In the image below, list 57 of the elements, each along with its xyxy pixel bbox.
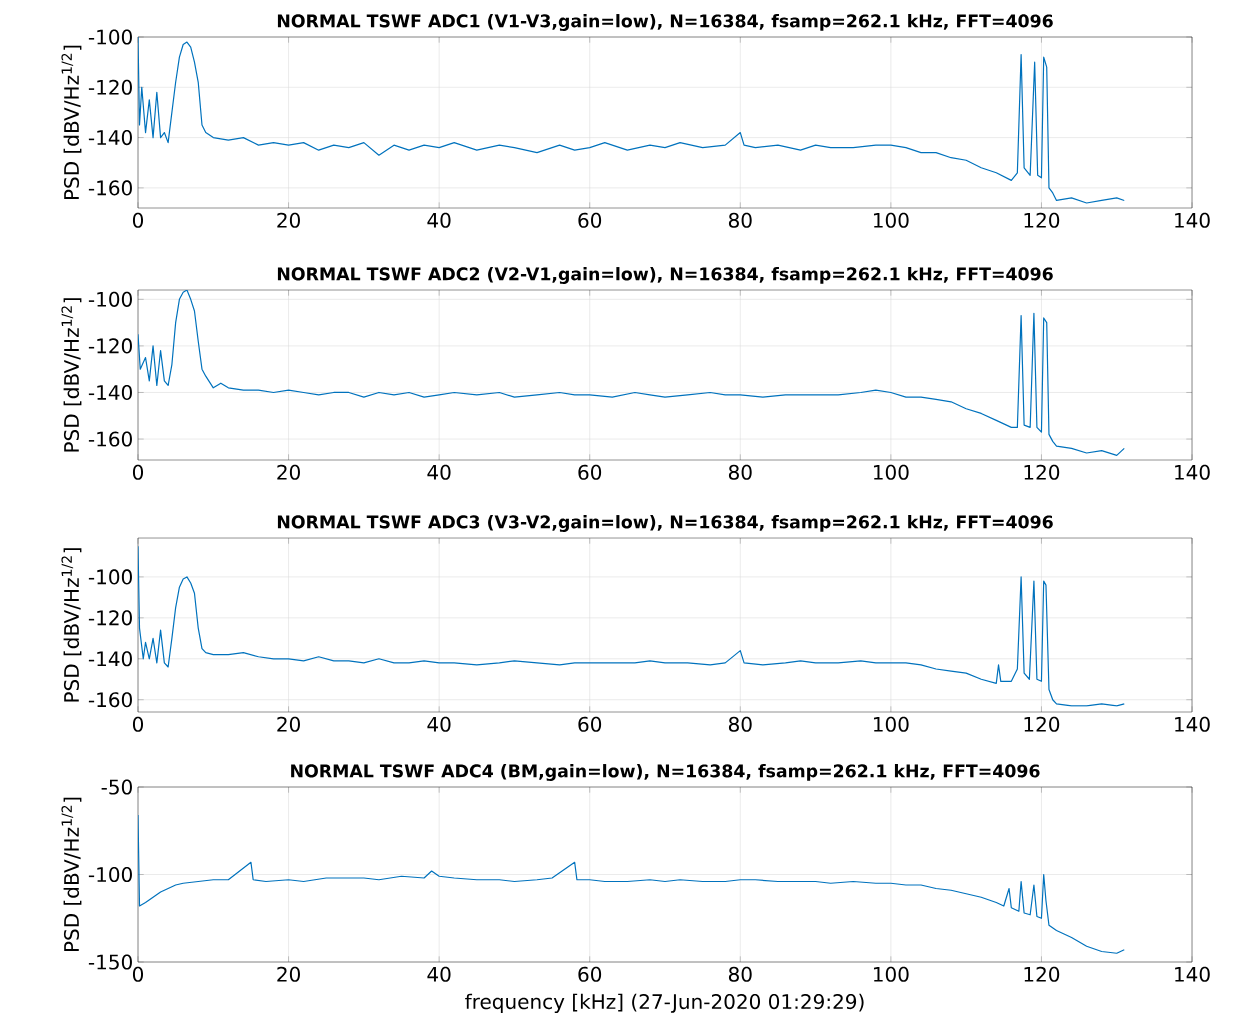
line-series <box>138 37 1125 204</box>
chart-title: NORMAL TSWF ADC2 (V2-V1,gain=low), N=16384, fsamp=262.1 kHz, FFT=4096 <box>277 267 1053 284</box>
y-tick-label: -120 <box>88 610 132 626</box>
y-axis-title: PSD [dBV/Hz$^{1/2}$] <box>61 548 82 702</box>
x-tick-label: 40 <box>427 464 451 480</box>
chart-title: NORMAL TSWF ADC4 (BM,gain=low), N=16384, fsamp=262.1 kHz, FFT=4096 <box>291 764 1040 781</box>
y-tick-label: -150 <box>88 954 132 970</box>
x-tick-label: 120 <box>1024 966 1060 982</box>
y-tick-label: -100 <box>88 569 132 585</box>
x-tick-label: 20 <box>277 966 300 982</box>
chart-title: NORMAL TSWF ADC3 (V3-V2,gain=low), N=16384, fsamp=262.1 kHz, FFT=4096 <box>277 515 1053 532</box>
x-tick-label: 120 <box>1024 464 1060 480</box>
y-tick-label: -100 <box>88 291 132 307</box>
x-tick-label: 40 <box>427 966 451 982</box>
y-tick-label: -100 <box>88 29 132 45</box>
x-tick-label: 140 <box>1175 212 1210 228</box>
y-axis-title: PSD [dBV/Hz$^{1/2}$] <box>61 298 82 452</box>
y-tick-label: -50 <box>101 779 132 795</box>
y-tick-label: -120 <box>88 79 132 95</box>
y-tick-label: -100 <box>88 866 132 883</box>
x-tick-label: 100 <box>873 966 909 982</box>
x-tick-label: 0 <box>132 212 144 228</box>
x-tick-label: 100 <box>873 716 909 732</box>
x-tick-label: 40 <box>427 716 451 732</box>
y-tick-label: -140 <box>88 384 132 401</box>
x-tick-label: 60 <box>578 966 602 982</box>
x-tick-label: 120 <box>1024 716 1060 732</box>
x-tick-label: 60 <box>578 212 602 228</box>
x-tick-label: 80 <box>728 464 752 480</box>
y-tick-label: -160 <box>88 431 132 447</box>
x-tick-label: 0 <box>132 716 144 732</box>
x-tick-label: 80 <box>728 212 752 228</box>
chart-title: NORMAL TSWF ADC1 (V1-V3,gain=low), N=16384, fsamp=262.1 kHz, FFT=4096 <box>277 14 1053 31</box>
x-tick-label: 0 <box>132 966 144 982</box>
x-tick-label: 100 <box>873 464 909 480</box>
y-axis-title: PSD [dBV/Hz$^{1/2}$] <box>61 797 82 952</box>
x-tick-label: 120 <box>1024 212 1060 228</box>
y-tick-label: -160 <box>88 180 132 196</box>
x-tick-label: 60 <box>578 464 602 480</box>
x-tick-label: 0 <box>132 464 144 480</box>
x-tick-label: 20 <box>277 464 300 480</box>
x-axis-title: frequency [kHz] (27-Jun-2020 01:29:29) <box>465 993 864 1014</box>
x-tick-label: 80 <box>728 966 752 982</box>
x-tick-label: 140 <box>1175 716 1210 732</box>
x-tick-label: 140 <box>1175 464 1210 480</box>
y-tick-label: -160 <box>88 692 132 708</box>
y-tick-label: -140 <box>88 651 132 667</box>
y-axis-title: PSD [dBV/Hz$^{1/2}$] <box>61 45 82 200</box>
x-tick-label: 80 <box>728 716 752 732</box>
x-tick-label: 100 <box>873 212 909 228</box>
x-tick-label: 140 <box>1175 966 1210 982</box>
y-tick-label: -120 <box>88 338 132 354</box>
x-tick-label: 20 <box>277 212 300 228</box>
x-tick-label: 60 <box>578 716 602 732</box>
y-tick-label: -140 <box>88 130 132 146</box>
x-tick-label: 20 <box>277 716 300 732</box>
x-tick-label: 40 <box>427 212 451 228</box>
